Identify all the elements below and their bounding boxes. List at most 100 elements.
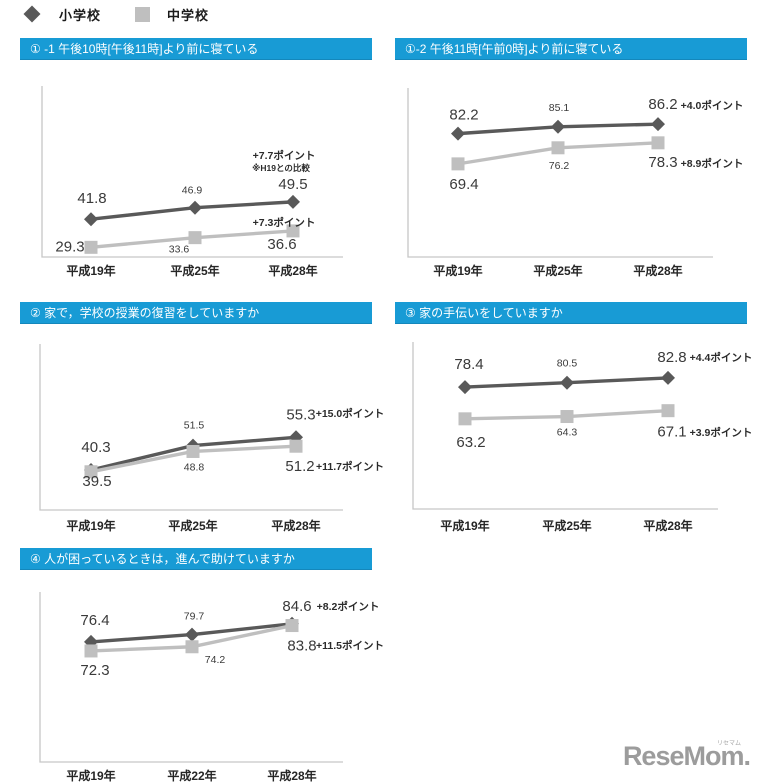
chart-title-1: ① -1 午後10時[午後11時]より前に寝ている: [20, 38, 372, 60]
annotation-label: +4.0ポイント: [681, 99, 744, 112]
data-label: 63.2: [456, 434, 485, 451]
data-label: 51.2: [285, 458, 314, 475]
square-marker-icon: [560, 410, 574, 424]
square-marker-icon: [289, 439, 303, 453]
diamond-marker-icon: [84, 212, 98, 227]
resemom-logo-ruby: リセマム: [716, 741, 741, 747]
chart-title-3: ② 家で，学校の授業の復習をしていますか: [20, 302, 372, 324]
data-label: 86.2: [648, 96, 677, 113]
square-marker-icon: [84, 644, 98, 658]
annotation-label: +11.5ポイント: [316, 639, 384, 652]
data-label: 48.8: [184, 461, 205, 473]
x-tick-label: 平成28年: [633, 263, 682, 278]
data-label: 46.9: [182, 185, 203, 197]
annotation-label: +7.3ポイント: [253, 216, 316, 229]
data-label: 33.6: [169, 244, 190, 256]
chart-panel-2: ①-2 午後11時[午前0時]より前に寝ている 82.2 85.1 86.2 69.4…: [395, 38, 747, 290]
x-tick-label: 平成22年: [167, 768, 216, 783]
data-label: 36.6: [267, 236, 296, 253]
square-marker-icon: [186, 444, 200, 458]
chart-panel-4: ③ 家の手伝いをしていますか 78.4 80.5 82.8 63.2 64.3 67.1 +…: [395, 302, 752, 545]
axis-line: [412, 342, 718, 510]
square-marker-icon: [661, 404, 675, 418]
diamond-marker-icon: [289, 430, 303, 445]
chart-panel-3: ② 家で，学校の授業の復習をしていますか 40.3 51.5 55.3 39.5 48.…: [20, 302, 384, 545]
diamond-marker-icon: [661, 370, 675, 385]
data-label: 41.8: [77, 190, 106, 207]
annotation-label: +4.4ポイント: [690, 351, 753, 364]
data-label: 74.2: [205, 654, 226, 666]
data-label: 55.3: [286, 406, 315, 423]
x-tick-label: 平成19年: [433, 263, 482, 278]
chart-title-4: ③ 家の手伝いをしていますか: [395, 302, 747, 324]
resemom-logo: リセマム ReseMom.: [623, 741, 751, 772]
square-marker-icon: [188, 231, 202, 245]
data-label: 83.8: [287, 638, 316, 655]
data-label: 76.4: [80, 612, 109, 629]
data-label: 49.5: [278, 176, 307, 193]
chart-plot-1: 41.8 46.9 49.5 29.3 33.6 36.6 +7.7ポイント※H19との比較…: [41, 86, 343, 278]
diamond-marker-icon: [185, 627, 199, 642]
data-label: 78.4: [454, 356, 483, 373]
chart-plot-3: 40.3 51.5 55.3 39.5 48.8 51.2 +15.0ポイント +11.7ポイ…: [39, 344, 384, 533]
annotation-label: +8.2ポイント: [317, 600, 380, 613]
square-marker-icon: [285, 619, 299, 633]
chart-plot-5: 76.4 79.7 84.6 72.3 74.2 83.8 +8.2ポイント +11.5ポイン…: [39, 592, 384, 783]
axis-line: [39, 344, 343, 511]
x-tick-label: 平成25年: [170, 263, 219, 278]
data-label: 39.5: [82, 473, 111, 490]
data-label: 67.1: [657, 424, 686, 441]
legend-label-elementary: 小学校: [59, 7, 102, 23]
junior-high-square-marker-icon: [135, 6, 151, 22]
diamond-marker-icon: [551, 119, 565, 134]
square-marker-icon: [185, 640, 199, 654]
square-marker-icon: [451, 157, 465, 171]
square-marker-icon: [651, 136, 665, 150]
data-label: 85.1: [549, 102, 570, 114]
x-tick-label: 平成19年: [66, 768, 115, 783]
chart-plot-2: 82.2 85.1 86.2 69.4 76.2 78.3 +4.0ポイント +8.9ポイント…: [407, 88, 744, 278]
data-label: 78.3: [648, 154, 677, 171]
x-tick-label: 平成25年: [542, 518, 591, 533]
x-tick-label: 平成25年: [533, 263, 582, 278]
x-tick-label: 平成28年: [268, 263, 317, 278]
diamond-marker-icon: [84, 634, 98, 649]
axis-line: [41, 86, 343, 258]
data-label: 79.7: [184, 611, 205, 623]
square-marker-icon: [551, 141, 565, 155]
legend-label-junior-high: 中学校: [167, 7, 210, 23]
chart-title-2: ①-2 午後11時[午前0時]より前に寝ている: [395, 38, 747, 60]
annotation-label: +11.7ポイント: [316, 460, 384, 473]
diamond-marker-icon: [188, 200, 202, 215]
annotation-label: +15.0ポイント: [316, 407, 385, 420]
resemom-logo-text: ReseMom: [622, 741, 745, 771]
data-label: 84.6: [282, 598, 311, 615]
legend: 小学校 中学校: [22, 4, 209, 24]
data-label: 64.3: [557, 427, 578, 439]
x-tick-label: 平成28年: [271, 518, 320, 533]
elementary-diamond-marker-icon: [23, 5, 41, 23]
annotation-label: +3.9ポイント: [690, 426, 753, 439]
data-label: 80.5: [557, 358, 578, 370]
diamond-marker-icon: [560, 375, 574, 390]
square-marker-icon: [84, 465, 98, 479]
data-label: 72.3: [80, 662, 109, 679]
square-marker-icon: [458, 412, 472, 426]
chart-panel-5: ④ 人が困っているときは，進んで助けていますか 76.4 79.7 84.6 72.3…: [20, 548, 384, 784]
diamond-marker-icon: [651, 117, 665, 132]
annotation-label: +8.9ポイント: [681, 157, 744, 170]
data-label: 51.5: [184, 420, 205, 432]
axis-line: [407, 88, 713, 258]
square-marker-icon: [286, 224, 300, 238]
data-label: 69.4: [449, 176, 478, 193]
diamond-marker-icon: [458, 380, 472, 395]
annotation-note-label: ※H19との比較: [252, 163, 310, 173]
x-tick-label: 平成25年: [168, 518, 217, 533]
square-marker-icon: [84, 240, 98, 254]
resemom-logo-dot: .: [743, 741, 751, 771]
chart-plot-4: 78.4 80.5 82.8 63.2 64.3 67.1 +4.4ポイント +3.9ポイント…: [412, 342, 752, 533]
chart-panel-1: ① -1 午後10時[午後11時]より前に寝ている 41.8 46.9 49.5 29…: [20, 38, 372, 290]
data-label: 82.8: [657, 349, 686, 366]
data-label: 82.2: [449, 107, 478, 124]
